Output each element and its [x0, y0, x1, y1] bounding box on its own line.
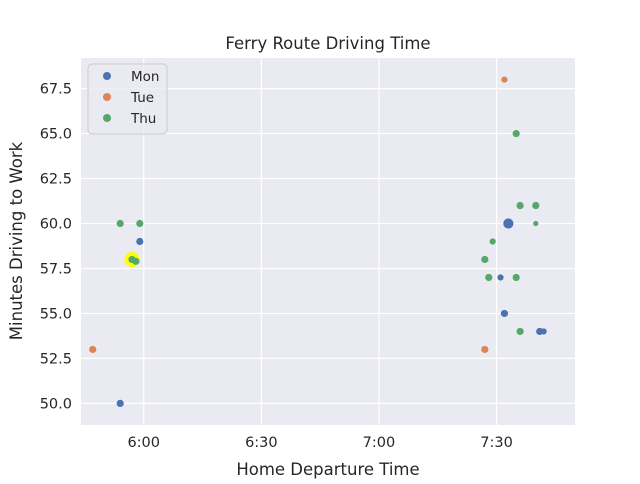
x-tick-label: 7:30 [480, 435, 513, 451]
data-point-mon [136, 237, 144, 246]
data-point-thu [512, 273, 520, 282]
legend-label-tue: Tue [130, 90, 154, 106]
y-tick-labels: 50.0 52.5 55.0 57.5 60.0 62.5 65.0 67.5 [40, 82, 72, 413]
legend: Mon Tue Thu [87, 63, 168, 135]
x-tick-label: 7:00 [363, 435, 396, 451]
y-axis-label: Minutes Driving to Work [7, 141, 26, 340]
legend-label-thu: Thu [130, 111, 156, 127]
data-point-mon [116, 399, 124, 408]
data-point-mon [503, 218, 514, 229]
y-tick-label: 62.5 [40, 172, 72, 188]
y-tick-label: 52.5 [40, 351, 72, 367]
chart-title: Ferry Route Driving Time [225, 34, 430, 53]
data-point-tue [89, 345, 97, 354]
data-point-tue [501, 76, 508, 83]
y-tick-label: 50.0 [40, 396, 72, 412]
x-tick-labels: 6:00 6:30 7:00 7:30 [127, 435, 512, 451]
data-point-mon [500, 309, 509, 318]
legend-marker-tue [103, 93, 111, 101]
x-axis-label: Home Departure Time [236, 460, 419, 479]
x-tick-label: 6:00 [127, 435, 160, 451]
data-point-thu [116, 219, 124, 228]
y-tick-label: 55.0 [40, 306, 72, 322]
data-point-thu [132, 257, 140, 265]
data-point-thu [485, 273, 493, 282]
data-point-mon [540, 328, 547, 335]
data-point-thu [481, 255, 489, 264]
data-point-thu [516, 327, 524, 336]
data-point-thu [136, 219, 144, 228]
y-tick-label: 60.0 [40, 217, 72, 233]
y-tick-label: 67.5 [40, 82, 72, 98]
data-point-thu [489, 238, 496, 245]
legend-marker-thu [103, 114, 111, 122]
legend-marker-mon [103, 72, 111, 80]
legend-label-mon: Mon [131, 69, 159, 85]
data-point-tue [481, 345, 489, 354]
x-tick-label: 6:30 [245, 435, 278, 451]
y-tick-label: 57.5 [40, 261, 72, 277]
data-point-thu [533, 220, 539, 227]
data-points [89, 76, 547, 408]
data-point-mon [497, 274, 504, 281]
data-point-thu [516, 201, 524, 210]
data-point-thu [512, 129, 520, 138]
y-tick-label: 65.0 [40, 127, 72, 143]
data-point-thu [532, 201, 540, 210]
